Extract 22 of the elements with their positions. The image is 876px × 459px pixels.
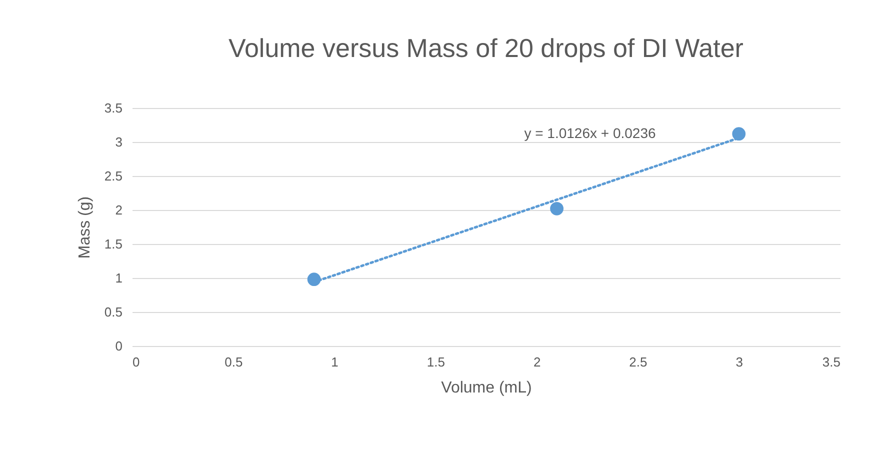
x-tick-label: 1.5	[426, 354, 445, 370]
y-tick-label: 2	[115, 202, 122, 218]
y-axis-title: Mass (g)	[76, 196, 94, 259]
y-tick-label: 2.5	[104, 168, 122, 184]
x-tick-label: 2	[533, 354, 541, 370]
chart-title: Volume versus Mass of 20 drops of DI Water	[228, 33, 744, 63]
y-tick-label: 1.5	[104, 236, 122, 252]
x-axis-title: Volume (mL)	[441, 380, 532, 396]
annotation: y = 1.0126x + 0.0236	[524, 125, 656, 141]
y-tick-label: 0	[115, 338, 122, 354]
y-tick-label: 0.5	[104, 304, 122, 320]
x-tick-label: 3	[736, 354, 743, 370]
point	[550, 202, 564, 216]
x-tick-label: 0	[132, 354, 140, 370]
x-tick-label: 0.5	[224, 354, 243, 370]
x-tick-label: 2.5	[629, 354, 648, 370]
x-tick-label: 3.5	[822, 354, 840, 370]
y-tick-label: 1	[115, 270, 122, 286]
x-tick-label: 1	[331, 354, 338, 370]
y-tick-label: 3	[115, 134, 122, 150]
y-tick-label: 3.5	[104, 100, 122, 116]
point	[732, 127, 746, 141]
